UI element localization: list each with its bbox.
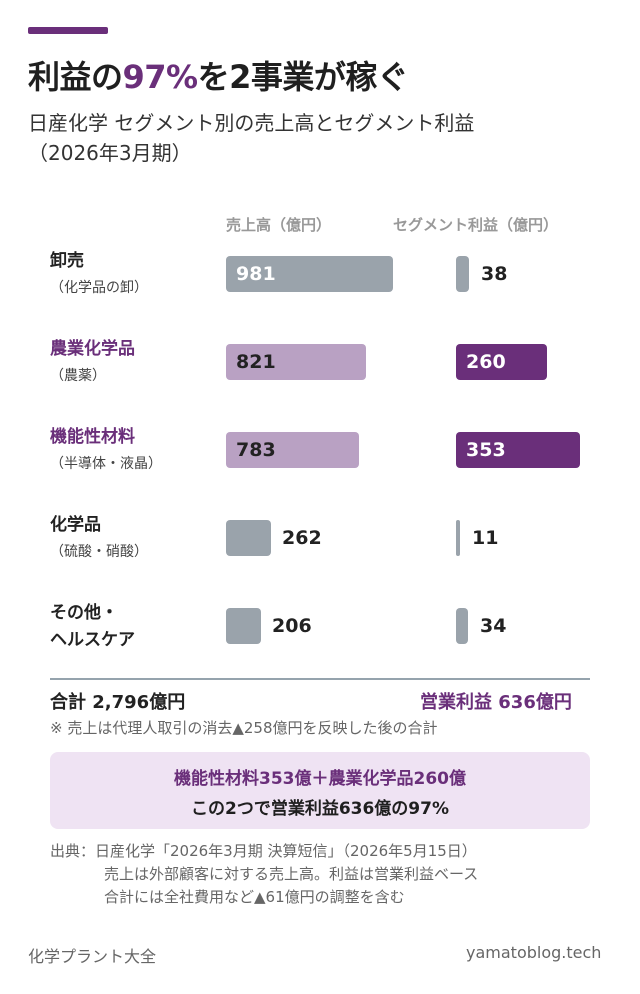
sales-value-label: 206 [272,615,312,637]
column-header-sales: 売上高（億円） [226,216,332,234]
sales-value-label: 821 [236,351,276,373]
profit-value-label: 38 [481,263,508,285]
category-sub: （半導体・液晶） [50,456,162,472]
category-name: 機能性材料 [50,427,135,447]
profit-bar [456,344,547,380]
source-line1: 出典：日産化学「2026年3月期 決算短信」（2026年5月15日） [50,842,477,860]
source-line3: 合計には全社費用など▲61億円の調整を含む [104,888,405,906]
sales-total: 合計 2,796億円 [50,692,186,713]
callout-box: 機能性材料353億＋農業化学品260億 この2つで営業利益636億の97% [50,752,590,829]
sales-value-label: 783 [236,439,276,461]
callout-line2: この2つで営業利益636億の97% [190,799,449,819]
source-note: 出典：日産化学「2026年3月期 決算短信」（2026年5月15日） 売上は外部… [50,840,478,909]
accent-bar [28,27,108,34]
sales-value-label: 262 [282,527,322,549]
profit-total: 営業利益 636億円 [420,692,572,713]
title-part1: 利益の [28,58,123,96]
divider [50,678,590,680]
callout-line1: 機能性材料353億＋農業化学品260億 [174,769,466,789]
subtitle-line2: （2026年3月期） [28,141,192,165]
sales-bar [226,608,261,644]
category-name: 卸売 [50,251,84,271]
sales-bar [226,520,271,556]
sales-bar [226,256,393,292]
category-name: その他・ [50,603,118,623]
category-name: 農業化学品 [50,339,135,359]
category-sub: ヘルスケア [50,630,135,650]
adjustment-note: ※ 売上は代理人取引の消去▲258億円を反映した後の合計 [50,719,438,737]
profit-value-label: 11 [472,527,499,549]
profit-value-label: 353 [466,439,506,461]
category-name: 化学品 [50,515,101,535]
profit-value-label: 260 [466,351,506,373]
page-title: 利益の97%を2事業が稼ぐ [28,52,409,98]
profit-bar [456,520,460,556]
footer-site: yamatoblog.tech [466,943,602,962]
subtitle: 日産化学 セグメント別の売上高とセグメント利益 （2026年3月期） [28,108,474,168]
category-sub: （農薬） [50,368,106,384]
sales-value-label: 981 [236,263,276,285]
profit-value-label: 34 [480,615,507,637]
category-sub: （化学品の卸） [50,280,148,296]
profit-bar [456,608,468,644]
profit-bar [456,256,469,292]
source-line2: 売上は外部顧客に対する売上高。利益は営業利益ベース [104,865,479,883]
profit-bar [456,432,580,468]
title-highlight: 97% [122,58,199,96]
sales-bar [226,432,359,468]
sales-bar [226,344,366,380]
title-part2: を2事業が稼ぐ [197,58,409,96]
subtitle-line1: 日産化学 セグメント別の売上高とセグメント利益 [28,111,475,135]
column-header-profit: セグメント利益（億円） [393,216,559,234]
footer-brand: 化学プラント大全 [28,947,157,966]
category-sub: （硫酸・硝酸） [50,544,148,560]
